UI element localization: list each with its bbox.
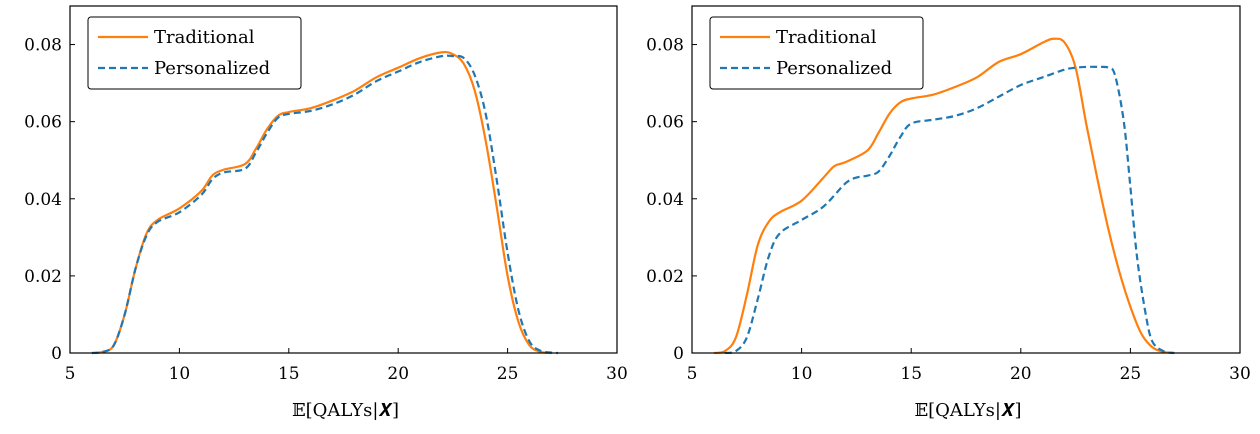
x-tick-label: 5: [65, 364, 76, 384]
y-tick-label: 0: [673, 344, 684, 364]
legend: Traditional Personalized: [709, 16, 924, 90]
legend-label-traditional: Traditional: [154, 27, 255, 48]
legend-label-traditional: Traditional: [776, 27, 877, 48]
y-tick-label: 0.04: [24, 190, 62, 210]
chart-panel-2: 5 10 15 20 25 30 0 0.02 0.04 0.06 0.08 𝔼[QALYs|𝑿] Tr…: [646, 5, 1251, 421]
x-tick-label: 20: [1010, 364, 1032, 384]
series-lines: [91, 50, 558, 355]
x-tick-label: 10: [791, 364, 813, 384]
x-tick-label: 25: [497, 364, 519, 384]
series-line-personalized: [91, 54, 558, 355]
y-tick-label: 0.06: [646, 113, 684, 133]
x-tick-label: 15: [278, 364, 300, 384]
series-line-traditional: [91, 50, 552, 355]
legend-label-personalized: Personalized: [154, 58, 270, 79]
legend: Traditional Personalized: [87, 16, 302, 90]
x-tick-label: 30: [606, 364, 628, 384]
chart-panel-1: 5 10 15 20 25 30 0 0.02 0.04 0.06 0.08 𝔼[QALYs|𝑿] Tr…: [24, 5, 628, 421]
y-tick-label: 0.08: [646, 36, 684, 56]
x-tick-label: 20: [387, 364, 409, 384]
series-line-personalized: [724, 65, 1175, 355]
plot-frame: [691, 5, 1241, 354]
x-tick-label: 25: [1120, 364, 1142, 384]
series-line-traditional: [713, 37, 1175, 355]
plot-frame: [69, 5, 618, 354]
x-axis-label: 𝔼[QALYs|𝑿]: [914, 400, 1021, 421]
y-tick-label: 0.02: [646, 267, 684, 287]
x-axis-label: 𝔼[QALYs|𝑿]: [292, 400, 399, 421]
legend-box: [87, 16, 302, 90]
legend-label-personalized: Personalized: [776, 58, 892, 79]
y-tick-label: 0.02: [24, 267, 62, 287]
y-tick-label: 0.08: [24, 36, 62, 56]
x-tick-label: 10: [169, 364, 191, 384]
y-tick-label: 0.04: [646, 190, 684, 210]
y-tick-label: 0.06: [24, 113, 62, 133]
series-lines: [713, 37, 1175, 355]
y-tick-label: 0: [51, 344, 62, 364]
x-tick-label: 15: [900, 364, 922, 384]
x-tick-label: 30: [1229, 364, 1251, 384]
legend-box: [709, 16, 924, 90]
x-tick-label: 5: [687, 364, 698, 384]
